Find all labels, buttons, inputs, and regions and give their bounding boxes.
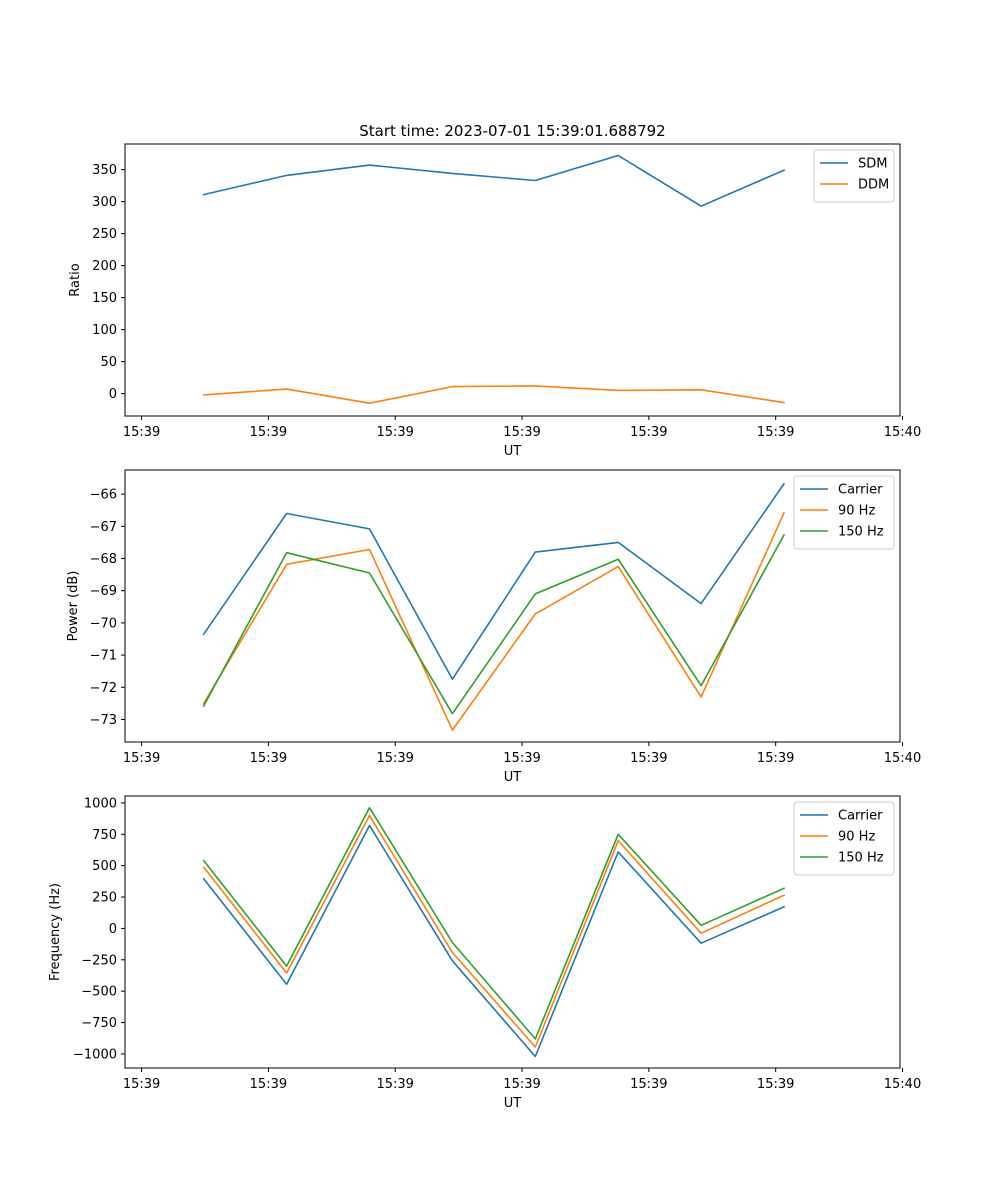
x-tick-label: 15:39 bbox=[503, 751, 540, 766]
x-tick-label: 15:39 bbox=[757, 751, 794, 766]
y-tick-label: −69 bbox=[90, 584, 117, 599]
y-tick-label: 300 bbox=[92, 195, 117, 210]
x-tick-label: 15:39 bbox=[250, 425, 287, 440]
y-tick-label: −66 bbox=[90, 488, 117, 503]
x-tick-label: 15:39 bbox=[123, 1077, 160, 1092]
y-axis-label: Power (dB) bbox=[66, 571, 81, 642]
x-tick-label: 15:39 bbox=[630, 751, 667, 766]
series-line-90-hz bbox=[202, 511, 786, 731]
series-line-ddm bbox=[202, 385, 785, 405]
x-tick-label: 15:39 bbox=[757, 1077, 794, 1092]
legend-label: Carrier bbox=[838, 809, 883, 824]
y-axis-label: Ratio bbox=[68, 263, 83, 296]
y-tick-label: −68 bbox=[90, 552, 117, 567]
x-tick-label: 15:40 bbox=[884, 1077, 921, 1092]
y-tick-label: −1000 bbox=[73, 1047, 117, 1062]
y-tick-label: −71 bbox=[90, 649, 117, 664]
x-tick-label: 15:39 bbox=[376, 425, 413, 440]
y-tick-label: 0 bbox=[109, 387, 117, 402]
axes-frame bbox=[124, 469, 901, 743]
y-tick-label: 50 bbox=[100, 355, 117, 370]
chart-title: Start time: 2023-07-01 15:39:01.688792 bbox=[359, 122, 665, 140]
axes-frame bbox=[124, 795, 901, 1069]
y-tick-label: 150 bbox=[92, 291, 117, 306]
y-axis-label: Frequency (Hz) bbox=[48, 883, 63, 981]
x-tick-label: 15:39 bbox=[250, 1077, 287, 1092]
y-tick-label: 350 bbox=[92, 163, 117, 178]
x-tick-label: 15:39 bbox=[376, 751, 413, 766]
axes-frame bbox=[124, 143, 901, 417]
legend-label: 150 Hz bbox=[838, 525, 884, 540]
series-line-150-hz bbox=[202, 806, 786, 1040]
x-tick-label: 15:40 bbox=[884, 751, 921, 766]
legend-label: 150 Hz bbox=[838, 851, 884, 866]
y-tick-label: 1000 bbox=[84, 796, 117, 811]
y-tick-label: 200 bbox=[92, 259, 117, 274]
y-tick-label: −72 bbox=[90, 681, 117, 696]
series-line-90-hz bbox=[202, 814, 786, 1048]
legend-label: DDM bbox=[858, 178, 889, 193]
chart-panel-1: Start time: 2023-07-01 15:39:01.688792 0 5… bbox=[68, 122, 921, 459]
x-tick-label: 15:39 bbox=[757, 425, 794, 440]
y-tick-label: −67 bbox=[90, 520, 117, 535]
x-axis-label: UT bbox=[504, 1096, 522, 1111]
y-tick-label: 100 bbox=[92, 323, 117, 338]
legend: SDM DDM bbox=[813, 149, 895, 203]
y-tick-label: 500 bbox=[92, 859, 117, 874]
y-tick-label: −250 bbox=[81, 953, 117, 968]
y-tick-label: 750 bbox=[92, 828, 117, 843]
y-tick-label: −500 bbox=[81, 985, 117, 1000]
x-tick-label: 15:39 bbox=[123, 425, 160, 440]
y-tick-label: 250 bbox=[92, 227, 117, 242]
x-axis-label: UT bbox=[504, 444, 522, 459]
x-tick-label: 15:39 bbox=[250, 751, 287, 766]
series-line-150-hz bbox=[202, 533, 786, 715]
legend: Carrier 90 Hz 150 Hz bbox=[793, 475, 895, 550]
x-tick-label: 15:40 bbox=[884, 425, 921, 440]
x-tick-label: 15:39 bbox=[630, 425, 667, 440]
series-line-sdm bbox=[202, 154, 786, 207]
series-line-carrier bbox=[202, 824, 786, 1058]
y-tick-label: 250 bbox=[92, 891, 117, 906]
legend-label: Carrier bbox=[838, 483, 883, 498]
x-tick-label: 15:39 bbox=[503, 1077, 540, 1092]
legend-label: 90 Hz bbox=[838, 504, 875, 519]
legend: Carrier 90 Hz 150 Hz bbox=[793, 801, 895, 876]
y-tick-label: 0 bbox=[109, 922, 117, 937]
chart-panel-3: −1000 −750 −500 −250 0 250 500 750 1000 15:39 15:3… bbox=[48, 795, 921, 1111]
x-tick-label: 15:39 bbox=[630, 1077, 667, 1092]
y-tick-label: −70 bbox=[90, 616, 117, 631]
x-tick-label: 15:39 bbox=[503, 425, 540, 440]
legend-label: 90 Hz bbox=[838, 830, 875, 845]
legend-label: SDM bbox=[858, 157, 887, 172]
x-tick-label: 15:39 bbox=[123, 751, 160, 766]
y-tick-label: −750 bbox=[81, 1016, 117, 1031]
y-tick-label: −73 bbox=[90, 713, 117, 728]
chart-panel-2: −73 −72 −71 −70 −69 −68 −67 −66 15:39 15:39 15:39 1… bbox=[66, 469, 921, 785]
series-line-carrier bbox=[202, 482, 786, 681]
x-tick-label: 15:39 bbox=[376, 1077, 413, 1092]
x-axis-label: UT bbox=[504, 770, 522, 785]
